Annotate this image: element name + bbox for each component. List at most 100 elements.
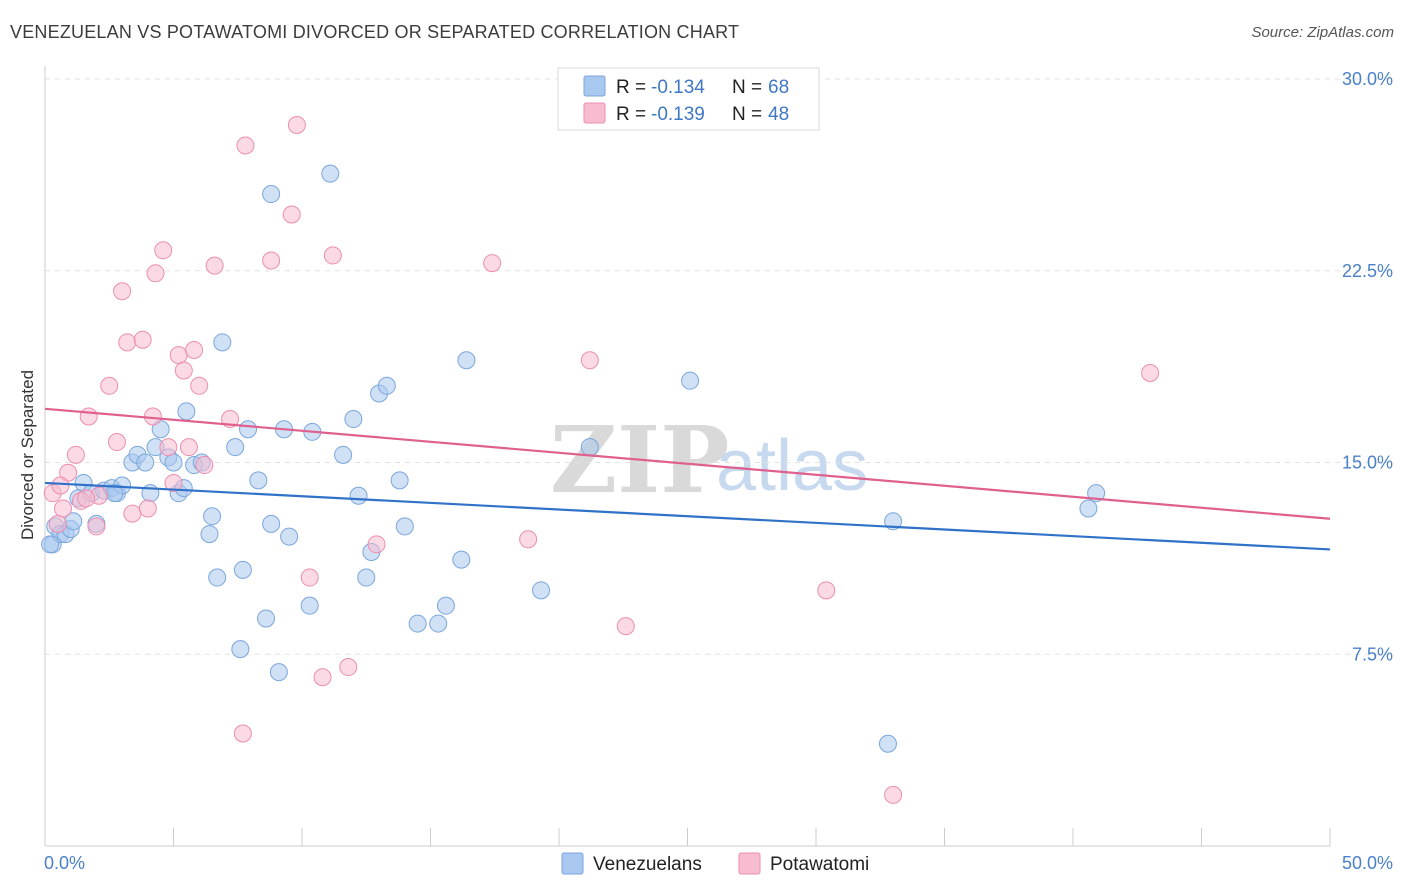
potawatomi-point <box>580 351 599 370</box>
venezuelans-point <box>334 445 353 464</box>
potawatomi-point <box>190 376 209 395</box>
venezuelans-point <box>231 640 250 659</box>
potawatomi-point <box>164 473 183 492</box>
chart-title: VENEZUELAN VS POTAWATOMI DIVORCED OR SEP… <box>10 22 740 42</box>
potawatomi-point <box>66 445 85 464</box>
potawatomi-point <box>205 256 224 275</box>
venezuelans-point <box>136 453 155 472</box>
venezuelans-point <box>878 734 897 753</box>
legend-bottom-label-potawatomi: Potawatomi <box>770 854 869 875</box>
venezuelans-trend-line <box>44 481 1331 551</box>
venezuelans-point <box>41 535 60 554</box>
potawatomi-point <box>79 407 98 426</box>
venezuelans-point <box>429 614 448 633</box>
y-axis-label: Divorced or Separated <box>18 370 37 540</box>
potawatomi-point <box>113 282 132 301</box>
venezuelans-point <box>200 525 219 544</box>
potawatomi-point <box>233 724 252 743</box>
venezuelans-point <box>452 550 471 569</box>
x-axis-ticks <box>44 828 1331 846</box>
potawatomi-point <box>185 341 204 360</box>
potawatomi-trend-line <box>44 407 1331 520</box>
source-label: Source: ZipAtlas.com <box>1251 24 1394 41</box>
potawatomi-point <box>195 456 214 475</box>
trend-lines <box>44 407 1331 551</box>
legend-r-label-venezuelans: R = <box>616 77 646 98</box>
potawatomi-point <box>287 116 306 135</box>
legend-bottom-label-venezuelans: Venezuelans <box>593 854 702 875</box>
potawatomi-point <box>159 438 178 457</box>
watermark: ZIP atlas <box>550 406 868 514</box>
venezuelans-point <box>226 438 245 457</box>
potawatomi-point <box>884 785 903 804</box>
x-tick-label-max: 50.0% <box>1342 853 1393 873</box>
legend-stats: R = -0.134 N = 68 R = -0.139 N = 48 <box>557 67 820 131</box>
venezuelans-point <box>457 351 476 370</box>
potawatomi-point <box>133 330 152 349</box>
potawatomi-point <box>87 517 106 536</box>
potawatomi-point <box>138 499 157 518</box>
venezuelans-point <box>349 486 368 505</box>
potawatomi-point <box>262 251 281 270</box>
venezuelans-point <box>269 663 288 682</box>
venezuelans-point <box>262 185 281 204</box>
venezuelans-point <box>203 507 222 526</box>
y-axis-tick-labels: 7.5% 15.0% 22.5% 30.0% <box>1342 69 1393 664</box>
y-tick-label: 30.0% <box>1342 69 1393 89</box>
potawatomi-point <box>154 241 173 260</box>
legend-r-value-venezuelans: -0.134 <box>651 77 705 98</box>
venezuelans-point <box>408 614 427 633</box>
potawatomi-point <box>236 136 255 155</box>
potawatomi-point <box>48 514 67 533</box>
potawatomi-point <box>300 568 319 587</box>
potawatomi-point <box>123 504 142 523</box>
venezuelans-points <box>41 164 1106 753</box>
legend-n-label-venezuelans: N = <box>732 77 762 98</box>
venezuelans-point <box>357 568 376 587</box>
legend-swatch-potawatomi <box>583 102 606 124</box>
watermark-atlas: atlas <box>716 426 868 506</box>
y-tick-label: 22.5% <box>1342 261 1393 281</box>
potawatomi-point <box>313 668 332 687</box>
venezuelans-point <box>436 596 455 615</box>
venezuelans-point <box>249 471 268 490</box>
venezuelans-point <box>300 596 319 615</box>
potawatomi-point <box>77 489 96 508</box>
venezuelans-point <box>390 471 409 490</box>
potawatomi-point <box>483 254 502 273</box>
potawatomi-point <box>616 617 635 636</box>
venezuelans-point <box>280 527 299 546</box>
potawatomi-point <box>817 581 836 600</box>
legend-n-label-potawatomi: N = <box>732 104 762 125</box>
potawatomi-point <box>100 376 119 395</box>
potawatomi-point <box>323 246 342 265</box>
venezuelans-point <box>208 568 227 587</box>
venezuelans-point <box>213 333 232 352</box>
venezuelans-point <box>257 609 276 628</box>
potawatomi-point <box>146 264 165 283</box>
potawatomi-point <box>282 205 301 224</box>
venezuelans-point <box>395 517 414 536</box>
venezuelans-point <box>239 420 258 439</box>
legend-r-value-potawatomi: -0.139 <box>651 104 705 125</box>
potawatomi-point <box>107 433 126 452</box>
y-tick-label: 15.0% <box>1342 453 1393 473</box>
potawatomi-point <box>519 530 538 549</box>
venezuelans-point <box>177 402 196 421</box>
venezuelans-point <box>377 376 396 395</box>
venezuelans-point <box>580 438 599 457</box>
y-tick-label: 7.5% <box>1352 644 1393 664</box>
potawatomi-point <box>339 658 358 677</box>
potawatomi-point <box>367 535 386 554</box>
legend-bottom-swatch-venezuelans <box>561 852 584 875</box>
venezuelans-point <box>532 581 551 600</box>
venezuelans-point <box>262 514 281 533</box>
potawatomi-point <box>53 499 72 518</box>
potawatomi-point <box>174 361 193 380</box>
potawatomi-point <box>118 333 137 352</box>
venezuelans-point <box>233 560 252 579</box>
legend-bottom-swatch-potawatomi <box>738 852 761 875</box>
legend-r-label-potawatomi: R = <box>616 104 646 125</box>
legend-n-value-venezuelans: 68 <box>768 77 789 98</box>
